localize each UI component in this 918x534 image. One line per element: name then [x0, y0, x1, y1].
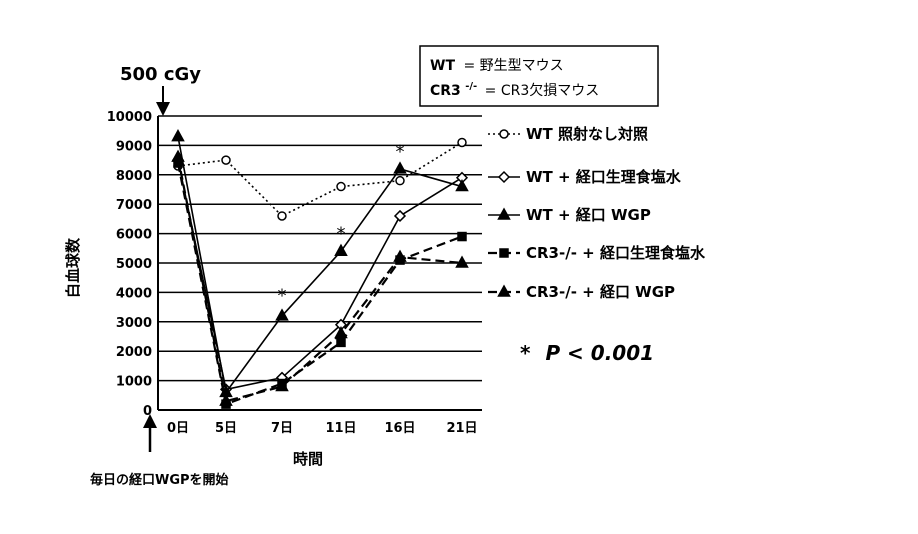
pvalue-text: P < 0.001 [545, 341, 654, 365]
y-tick-9000: 9000 [116, 139, 152, 154]
start-note: 毎日の経口WGPを開始 [90, 472, 229, 488]
x-tick-5: 21日 [446, 421, 477, 436]
def-wt-eq: = 野生型マウス [463, 58, 563, 74]
legend-label-2: WT + 経口 WGP [526, 206, 651, 224]
y-tick-4000: 4000 [116, 286, 152, 301]
significance-star-1: * [337, 224, 346, 245]
point-4-4 [393, 249, 407, 262]
y-tick-7000: 7000 [116, 198, 152, 213]
y-tick-5000: 5000 [116, 257, 152, 272]
point-2-5 [455, 179, 469, 192]
x-tick-3: 11日 [325, 421, 356, 436]
y-tick-2000: 2000 [116, 345, 152, 360]
legend-label-3: CR3-/- + 経口生理食塩水 [526, 244, 706, 262]
series-0 [173, 137, 467, 221]
x-tick-1: 5日 [215, 421, 237, 436]
start-arrow-icon [143, 414, 157, 452]
legend-marker-0 [499, 129, 509, 139]
point-0-3 [336, 181, 346, 192]
gridlines [158, 115, 482, 382]
y-tick-10000: 10000 [107, 110, 152, 125]
y-axis-label: 白血球数 [64, 237, 82, 298]
legend-label-1: WT + 経口生理食塩水 [526, 168, 682, 186]
point-2-2 [275, 308, 289, 321]
y-tick-0: 0 [143, 404, 152, 419]
def-cr3: CR3 -/- = CR3欠損マウス [430, 77, 599, 99]
legend-label-4: CR3-/- + 経口 WGP [526, 283, 675, 301]
legend-marker-3 [499, 248, 509, 258]
definitions-box [419, 45, 659, 107]
y-tick-8000: 8000 [116, 169, 152, 184]
significance-star-0: * [278, 285, 287, 306]
series-4 [171, 149, 469, 406]
pvalue-note: * P < 0.001 [520, 341, 654, 365]
dose-label: 500 cGy [120, 64, 201, 85]
point-4-1 [219, 393, 233, 406]
dose-arrow-icon [156, 86, 170, 116]
series-lines [171, 129, 469, 409]
legend-marker-2 [497, 207, 511, 220]
y-tick-6000: 6000 [116, 228, 152, 243]
legend-marker-4 [497, 284, 511, 297]
significance-marks: * * * [278, 141, 405, 306]
legend-marker-1 [497, 170, 511, 184]
point-0-4 [395, 175, 405, 186]
def-cr3-eq: = CR3欠損マウス [485, 83, 600, 99]
point-2-0 [171, 129, 185, 142]
legend-label-0: WT 照射なし対照 [526, 125, 648, 143]
series-line-4 [176, 156, 463, 403]
x-tick-2: 7日 [271, 421, 293, 436]
y-tick-3000: 3000 [116, 316, 152, 331]
x-tick-4: 16日 [384, 421, 415, 436]
x-tick-labels: 0日 5日 7日 11日 16日 21日 [167, 421, 478, 436]
series-line-2 [177, 136, 463, 395]
series-line-3 [176, 162, 463, 406]
point-0-1 [221, 155, 231, 165]
point-0-5 [457, 137, 467, 148]
significance-star-2: * [396, 141, 405, 162]
def-cr3-sup: -/- [465, 81, 477, 92]
point-0-2 [277, 211, 287, 221]
pvalue-star: * [520, 341, 531, 365]
def-cr3-key: CR3 [430, 83, 461, 99]
point-1-4 [393, 209, 407, 223]
series-line-0 [177, 141, 463, 217]
point-2-3 [334, 243, 348, 256]
point-4-3 [334, 326, 348, 339]
def-wt: WT = 野生型マウス [430, 58, 564, 74]
point-3-3 [336, 337, 346, 348]
point-4-5 [455, 255, 469, 268]
x-tick-0: 0日 [167, 421, 189, 436]
y-tick-1000: 1000 [116, 375, 152, 390]
series-2 [171, 129, 469, 398]
point-2-4 [393, 161, 407, 174]
point-3-5 [457, 231, 467, 242]
point-4-2 [275, 378, 289, 392]
def-wt-key: WT [430, 58, 455, 74]
y-tick-labels: 0 1000 2000 3000 4000 5000 6000 7000 8000 9000 100… [107, 110, 152, 419]
point-4-0 [171, 149, 185, 162]
legend: WT 照射なし対照 WT + 経口生理食塩水 WT + 経口 WGP CR3-/- +… [488, 125, 706, 301]
x-axis-label: 時間 [293, 450, 323, 468]
